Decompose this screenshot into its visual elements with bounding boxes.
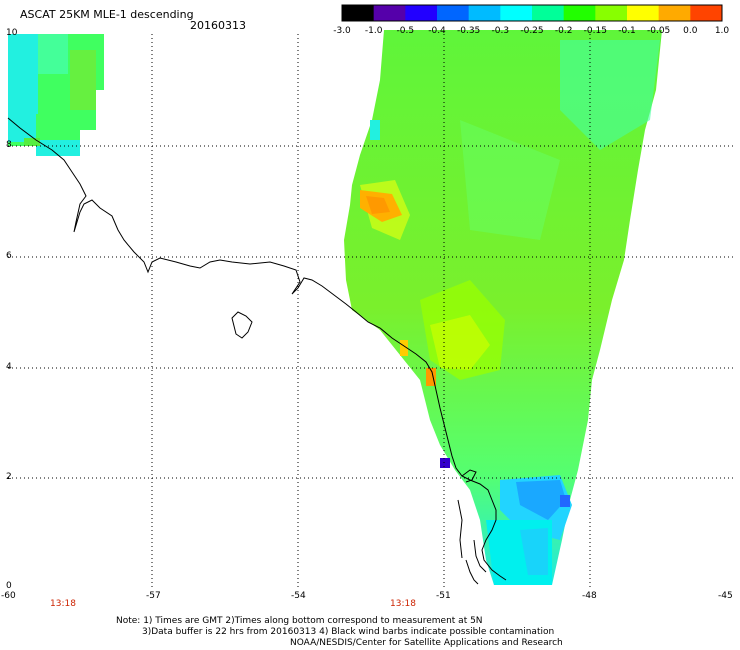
colorbar-tick-label: -1.0 — [364, 26, 383, 36]
map-title: ASCAT 25KM MLE-1 descending — [20, 8, 194, 21]
map-date: 20160313 — [190, 19, 246, 32]
coastline — [7, 117, 507, 585]
lat-label-2: 2 — [6, 472, 12, 482]
colorbar-segment — [500, 5, 533, 21]
colorbar-segment — [532, 5, 565, 21]
colorbar-tick-label: 0.0 — [683, 26, 698, 36]
lat-label-6: 6 — [6, 251, 12, 261]
lat-label-0: 0 — [6, 581, 12, 591]
colorbar-tick-label: -0.2 — [554, 26, 573, 36]
pass-time-2: 13:18 — [390, 599, 416, 609]
lon-label-minus60: -60 — [1, 591, 16, 601]
colorbar-tick-label: -0.15 — [583, 26, 607, 36]
colorbar-tick-label: 1.0 — [714, 26, 730, 36]
colorbar-segment — [690, 5, 723, 21]
colorbar-tick-label: -0.4 — [428, 26, 446, 36]
pass-time-1: 13:18 — [50, 599, 76, 609]
note-line-1: Note: 1) Times are GMT 2)Times along bot… — [116, 616, 483, 626]
data-swath-east — [344, 30, 662, 585]
colorbar — [341, 4, 723, 22]
lon-label-minus57: -57 — [146, 591, 161, 601]
lon-label-minus48: -48 — [582, 591, 597, 601]
colorbar-segment — [342, 5, 375, 21]
colorbar-tick-label: -0.05 — [647, 26, 671, 36]
lat-label-8: 8 — [6, 140, 12, 150]
colorbar-segment — [405, 5, 438, 21]
colorbar-segment — [373, 5, 406, 21]
note-line-2: 3)Data buffer is 22 hrs from 20160313 4)… — [142, 627, 555, 637]
colorbar-frame — [341, 4, 723, 22]
colorbar-segment — [468, 5, 501, 21]
lon-label-minus51: -51 — [436, 591, 451, 601]
colorbar-tick-label: -0.1 — [618, 26, 636, 36]
colorbar-tick-label: -0.25 — [520, 26, 544, 36]
note-line-3: NOAA/NESDIS/Center for Satellite Applica… — [290, 638, 563, 648]
colorbar-tick-label: -0.5 — [396, 26, 415, 36]
data-swath-west — [8, 34, 106, 156]
colorbar-segment — [437, 5, 470, 21]
lat-lon-grid — [8, 34, 736, 588]
colorbar-tick-label: -0.35 — [457, 26, 481, 36]
colorbar-segment — [595, 5, 628, 21]
colorbar-segment — [658, 5, 691, 21]
lat-label-10: 10 — [6, 28, 18, 38]
lat-label-4: 4 — [6, 362, 12, 372]
colorbar-segment — [563, 5, 596, 21]
lon-label-minus45: -45 — [718, 591, 733, 601]
colorbar-tick-label: -3.0 — [333, 26, 351, 36]
colorbar-tick-label: -0.3 — [491, 26, 510, 36]
lon-label-minus54: -54 — [291, 591, 306, 601]
colorbar-segment — [627, 5, 660, 21]
